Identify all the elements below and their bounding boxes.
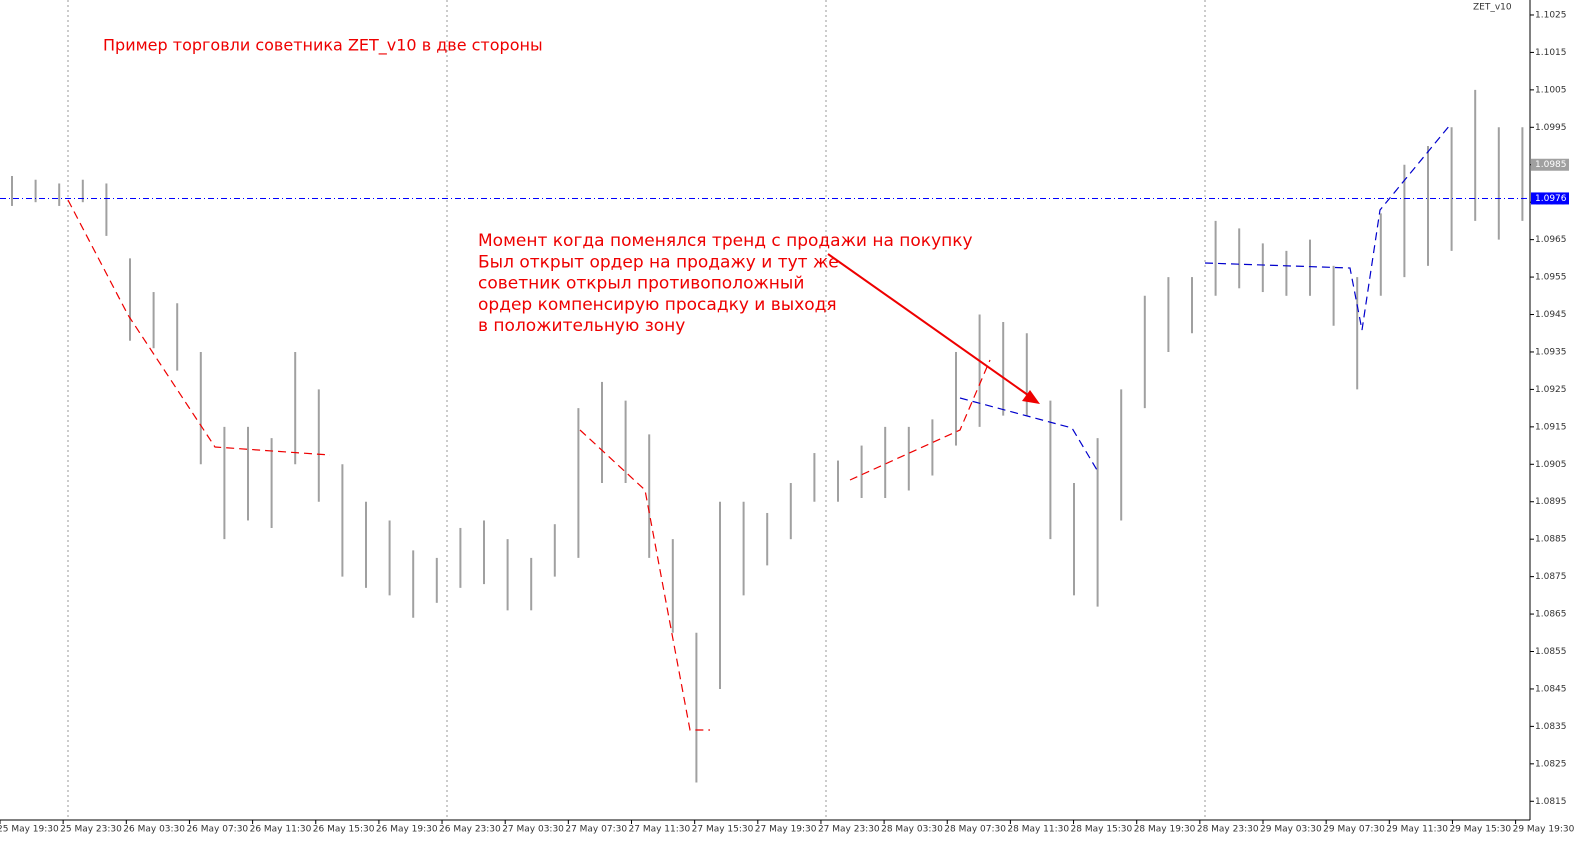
- x-tick-label: 28 May 23:30: [1197, 825, 1259, 835]
- y-tick-label: 1.1025: [1535, 10, 1567, 20]
- y-tick-label: 1.0915: [1535, 422, 1567, 432]
- y-tick-label: 1.0895: [1535, 497, 1567, 507]
- x-tick-label: 27 May 11:30: [629, 825, 691, 835]
- trade-lines: [67, 199, 991, 731]
- x-tick-label: 27 May 07:30: [565, 825, 627, 835]
- x-tick-label: 26 May 03:30: [123, 825, 185, 835]
- level-box: [1531, 192, 1569, 205]
- x-tick-label: 25 May 23:30: [60, 825, 122, 835]
- bars: [11, 89, 1524, 783]
- y-tick-label: 1.0825: [1535, 759, 1567, 769]
- x-tick-label: 27 May 03:30: [502, 825, 564, 835]
- y-tick-label: 1.0855: [1535, 647, 1567, 657]
- y-tick-label: 1.0905: [1535, 460, 1567, 470]
- y-tick-label: 1.0875: [1535, 572, 1567, 582]
- x-tick-label: 28 May 07:30: [944, 825, 1006, 835]
- annotation-arrow: [827, 253, 1036, 401]
- x-tick-label: 26 May 15:30: [313, 825, 375, 835]
- chart-title: Пример торговли советника ZET_v10 в две …: [103, 36, 543, 56]
- trade-lines-buy: [959, 124, 1451, 471]
- annotation: Момент когда поменялся тренд с продажи н…: [478, 231, 973, 336]
- y-tick-label: 1.1005: [1535, 85, 1567, 95]
- arrow-head: [1022, 390, 1040, 404]
- annotation-line: советник открыл противоположный: [478, 274, 804, 294]
- price-label: 1.0985: [1535, 160, 1567, 170]
- x-tick-label: 28 May 15:30: [1071, 825, 1133, 835]
- trade-line: [959, 397, 1098, 471]
- y-tick-label: 1.0885: [1535, 535, 1567, 545]
- trade-line: [67, 199, 331, 456]
- x-tick-label: 27 May 19:30: [755, 825, 817, 835]
- day-separators: [67, 0, 1206, 820]
- trade-line: [1204, 124, 1451, 331]
- y-tick-label: 1.0935: [1535, 347, 1567, 357]
- level-label: 1.0976: [1535, 194, 1567, 204]
- x-tick-label: 29 May 11:30: [1386, 825, 1448, 835]
- y-tick-label: 1.0965: [1535, 235, 1567, 245]
- y-tick-label: 1.0955: [1535, 273, 1567, 283]
- y-tick-label: 1.0815: [1535, 797, 1567, 807]
- x-tick-label: 29 May 19:30: [1513, 825, 1575, 835]
- y-tick-label: 1.0865: [1535, 610, 1567, 620]
- y-tick-label: 1.0845: [1535, 684, 1567, 694]
- trade-line: [579, 429, 710, 731]
- y-tick-label: 1.0925: [1535, 385, 1567, 395]
- annotation-line: ордер компенсирую просадку и выходя: [478, 295, 837, 315]
- x-tick-label: 26 May 19:30: [376, 825, 438, 835]
- x-tick-label: 29 May 07:30: [1323, 825, 1385, 835]
- y-tick-label: 1.1015: [1535, 48, 1567, 58]
- indicator-name: ZET_v10: [1473, 3, 1512, 13]
- x-tick-label: 26 May 11:30: [250, 825, 312, 835]
- x-tick-label: 27 May 15:30: [692, 825, 754, 835]
- x-tick-label: 29 May 15:30: [1449, 825, 1511, 835]
- x-tick-label: 28 May 03:30: [881, 825, 943, 835]
- price-box: [1531, 158, 1569, 171]
- plot-area: [0, 0, 1530, 820]
- annotation-line: Момент когда поменялся тренд с продажи н…: [478, 231, 973, 251]
- x-tick-label: 29 May 03:30: [1260, 825, 1322, 835]
- y-tick-label: 1.0945: [1535, 310, 1567, 320]
- x-tick-label: 28 May 11:30: [1007, 825, 1069, 835]
- x-tick-label: 25 May 19:30: [0, 825, 59, 835]
- y-tick-label: 1.0995: [1535, 123, 1567, 133]
- x-tick-label: 28 May 19:30: [1134, 825, 1196, 835]
- y-tick-label: 1.0835: [1535, 722, 1567, 732]
- trade-line: [849, 359, 991, 481]
- annotation-line: Был открыт ордер на продажу и тут же: [478, 252, 839, 272]
- x-tick-label: 26 May 23:30: [439, 825, 501, 835]
- x-tick-label: 26 May 07:30: [186, 825, 248, 835]
- x-tick-label: 27 May 23:30: [818, 825, 880, 835]
- annotation-line: в положительную зону: [478, 316, 685, 336]
